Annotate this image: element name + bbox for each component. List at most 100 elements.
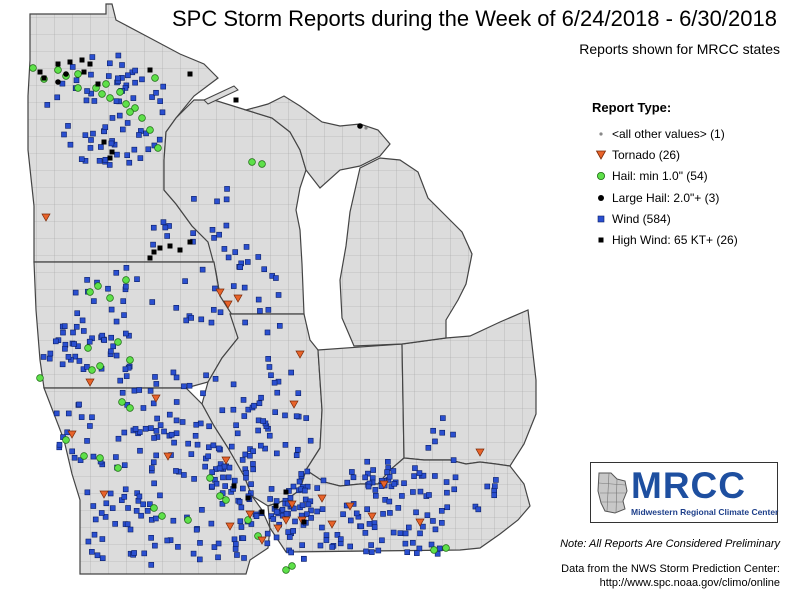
- wind-report-marker: [108, 348, 114, 355]
- wind-report-marker: [420, 523, 426, 530]
- wind-report-marker: [131, 550, 137, 556]
- wind-report-marker: [73, 324, 80, 330]
- wind-report-marker: [61, 323, 68, 329]
- wind-report-marker: [84, 364, 90, 370]
- wind-report-marker: [240, 485, 246, 492]
- wind-report-marker: [153, 89, 159, 96]
- wind-report-marker: [264, 530, 271, 537]
- wind-report-marker: [125, 72, 131, 79]
- wind-report-marker: [272, 409, 278, 415]
- wind-report-marker: [296, 478, 303, 485]
- wind-report-marker: [265, 307, 272, 313]
- wind-report-marker: [240, 535, 247, 542]
- wind-report-marker: [432, 473, 438, 479]
- wind-report-marker: [273, 498, 280, 504]
- wind-report-marker: [350, 474, 357, 481]
- wind-report-marker: [364, 458, 371, 465]
- wind-report-marker: [132, 426, 139, 432]
- wind-report-marker: [271, 379, 278, 386]
- wind-report-marker: [291, 505, 297, 512]
- wind-report-marker: [401, 480, 407, 487]
- wind-report-marker: [307, 437, 314, 444]
- wind-report-marker: [67, 141, 74, 148]
- wind-report-marker: [113, 318, 120, 325]
- wind-report-marker: [387, 510, 393, 516]
- hail-report-marker: [131, 104, 139, 112]
- wind-report-marker: [114, 151, 120, 158]
- wind-report-marker: [373, 492, 379, 499]
- wind-report-marker: [273, 275, 279, 281]
- hail-report-marker: [150, 504, 158, 512]
- hail-report-marker: [258, 160, 266, 168]
- wind-report-marker: [334, 532, 341, 538]
- wind-report-marker: [219, 501, 226, 507]
- wind-report-marker: [99, 536, 106, 542]
- wind-report-marker: [60, 329, 66, 336]
- wind-report-marker: [344, 479, 351, 486]
- legend-item-tornado: Tornado (26): [592, 144, 792, 165]
- wind-report-marker: [424, 512, 431, 519]
- wind-report-marker: [190, 230, 196, 236]
- hail-report-marker: [36, 374, 44, 382]
- wind-report-marker: [323, 537, 330, 543]
- wind-report-marker: [217, 309, 224, 316]
- tornado-report-marker: [233, 294, 243, 303]
- wind-report-marker: [70, 329, 76, 336]
- wind-report-marker: [255, 417, 262, 424]
- wind-report-marker: [208, 319, 215, 326]
- legend: Report Type: <all other values> (1) Torn…: [592, 100, 792, 251]
- tornado-report-marker: [327, 520, 337, 529]
- wind-report-marker: [136, 493, 143, 500]
- wind-report-marker: [175, 544, 181, 550]
- wind-report-marker: [137, 155, 144, 161]
- wind-report-marker: [194, 441, 201, 448]
- wind-report-marker: [102, 156, 109, 163]
- wind-report-marker: [119, 62, 125, 68]
- high-wind-report-marker: [259, 509, 265, 515]
- high-wind-report-marker: [167, 243, 173, 249]
- wind-report-marker: [188, 451, 195, 457]
- wind-report-marker: [173, 374, 180, 381]
- wind-report-marker: [140, 405, 147, 411]
- wind-report-marker: [416, 470, 423, 476]
- hail-report-marker: [206, 474, 214, 482]
- wind-report-marker: [417, 488, 424, 495]
- wind-report-marker: [153, 515, 159, 522]
- hail-report-marker: [430, 546, 438, 554]
- wind-report-marker: [88, 137, 94, 143]
- wind-report-marker: [87, 423, 93, 429]
- wind-report-marker: [434, 550, 441, 557]
- hail-report-marker: [118, 398, 126, 406]
- wind-report-marker: [395, 505, 402, 511]
- tornado-report-marker: [281, 516, 291, 525]
- wind-report-marker: [144, 508, 151, 514]
- hail-report-marker: [126, 108, 134, 116]
- hail-report-marker: [29, 64, 37, 72]
- wind-report-marker: [240, 397, 247, 403]
- wind-report-marker: [247, 452, 253, 459]
- wind-report-marker: [230, 381, 237, 388]
- wind-report-marker: [224, 186, 230, 192]
- hail-report-marker: [288, 562, 296, 570]
- hail-report-marker: [122, 276, 130, 284]
- hail-report-marker: [151, 74, 159, 82]
- wind-report-marker: [72, 353, 79, 360]
- wind-report-marker: [186, 382, 193, 389]
- data-credit-url: http://www.spc.noaa.gov/climo/online: [599, 577, 780, 589]
- tornado-report-marker: [345, 502, 355, 511]
- wind-report-marker: [153, 428, 160, 434]
- wind-report-marker: [162, 224, 169, 231]
- wind-report-marker: [191, 476, 197, 482]
- wind-report-marker: [362, 530, 369, 536]
- wind-report-marker: [385, 459, 391, 465]
- wind-report-marker: [141, 550, 148, 557]
- high-wind-report-marker: [187, 71, 193, 77]
- wind-report-marker: [71, 454, 78, 461]
- wind-report-marker: [197, 540, 203, 546]
- wind-report-marker: [305, 501, 312, 508]
- wind-report-marker: [410, 539, 416, 546]
- high-wind-report-marker: [273, 503, 279, 509]
- hail-report-marker: [184, 516, 192, 524]
- wind-report-marker: [440, 415, 446, 421]
- legend-item-high-wind: High Wind: 65 KT+ (26): [592, 229, 792, 250]
